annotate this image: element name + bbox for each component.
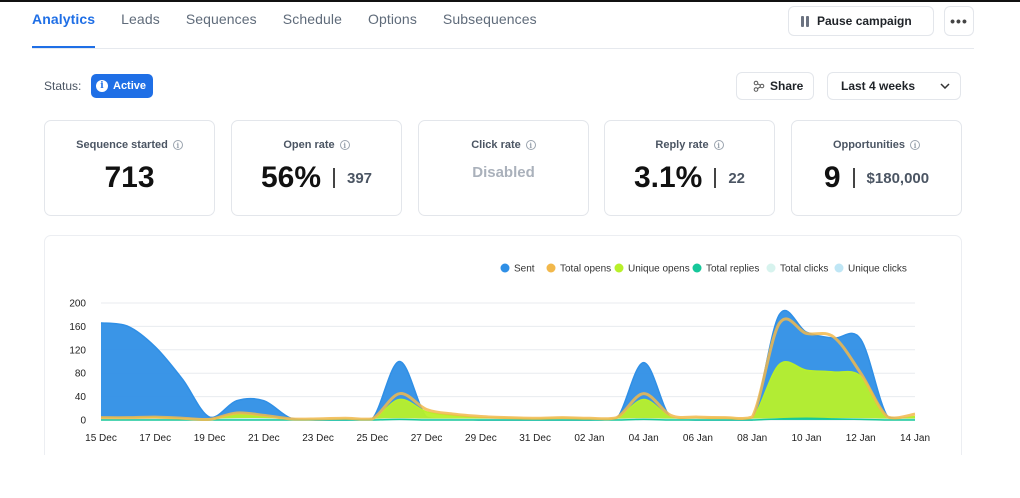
stat-secondary-value: 397 xyxy=(347,169,373,187)
x-tick-label: 25 Dec xyxy=(356,433,388,444)
tab-leads[interactable]: Leads xyxy=(121,11,160,27)
analytics-chart: 0 40 80 120 160 200 15 Dec 17 Dec 19 Dec 21 Dec 23… xyxy=(69,263,930,444)
legend-label-unique-opens: Unique opens xyxy=(628,264,690,275)
date-range-label: Last 4 weeks xyxy=(841,79,916,93)
x-tick-label: 17 Dec xyxy=(139,433,171,444)
legend-label-unique-clicks: Unique clicks xyxy=(848,264,907,275)
x-tick-label: 12 Jan xyxy=(846,433,876,444)
legend-swatch-total-clicks xyxy=(766,263,776,273)
x-tick-label: 14 Jan xyxy=(900,433,930,444)
tab-subsequences[interactable]: Subsequences xyxy=(442,11,537,27)
stat-title: Click rate xyxy=(471,139,521,151)
series-line-total-opens xyxy=(100,317,916,422)
stat-value: 713 xyxy=(104,161,155,194)
pause-campaign-button[interactable]: Pause campaign xyxy=(788,6,934,36)
share-button[interactable]: Share xyxy=(736,72,814,100)
legend-swatch-unique-clicks xyxy=(834,263,844,273)
status-badge-label: Active xyxy=(113,80,147,92)
legend-label-total-clicks: Total clicks xyxy=(780,264,828,275)
stat-value: 9 xyxy=(823,161,841,194)
value-separator xyxy=(333,168,335,188)
value-separator xyxy=(852,168,855,188)
ellipsis-icon: ••• xyxy=(950,13,968,29)
x-tick-label: 21 Dec xyxy=(248,433,280,444)
info-icon[interactable]: i xyxy=(713,140,724,150)
tab-sequences[interactable]: Sequences xyxy=(185,11,257,27)
series-line-total-replies xyxy=(101,417,915,421)
stat-secondary-value: $180,000 xyxy=(866,169,930,187)
stat-secondary-value: 22 xyxy=(728,169,746,187)
x-tick-label: 02 Jan xyxy=(574,433,604,444)
info-icon[interactable]: i xyxy=(525,140,536,150)
tab-schedule[interactable]: Schedule xyxy=(282,11,342,27)
legend-label-total-replies: Total replies xyxy=(706,264,759,275)
page-bottom-area xyxy=(0,455,1020,498)
stat-title: Open rate xyxy=(283,139,335,151)
stat-title: Sequence started xyxy=(76,139,168,151)
x-tick-label: 19 Dec xyxy=(194,433,226,444)
more-options-button[interactable]: ••• xyxy=(944,6,974,36)
y-tick-label: 120 xyxy=(69,345,86,356)
value-separator xyxy=(714,168,717,188)
chevron-down-icon xyxy=(940,83,950,89)
x-tick-label: 10 Jan xyxy=(791,433,821,444)
x-tick-label: 27 Dec xyxy=(411,433,443,444)
info-icon[interactable]: i xyxy=(339,140,350,150)
analytics-chart-card: 0 40 80 120 160 200 15 Dec 17 Dec 19 Dec 21 Dec 23… xyxy=(44,235,962,475)
stat-card-reply-rate: Reply rate i 3.1% 22 xyxy=(604,120,775,216)
x-tick-label: 04 Jan xyxy=(629,433,659,444)
share-label: Share xyxy=(770,79,804,93)
stat-value: 3.1% xyxy=(633,161,703,194)
y-tick-label: 160 xyxy=(69,322,86,333)
info-icon[interactable]: i xyxy=(172,140,183,150)
legend-swatch-total-opens xyxy=(546,263,556,273)
x-tick-label: 15 Dec xyxy=(85,433,117,444)
info-icon[interactable]: i xyxy=(910,140,921,150)
x-tick-label: 31 Dec xyxy=(519,433,551,444)
series-area-total-replies xyxy=(101,418,915,420)
stat-card-click-rate: Click rate i Disabled xyxy=(418,120,589,216)
legend-swatch-unique-opens xyxy=(614,263,624,273)
info-icon: i xyxy=(96,80,108,92)
tabs-divider xyxy=(32,48,974,49)
stat-card-open-rate: Open rate i 56% 397 xyxy=(231,120,402,216)
x-tick-label: 08 Jan xyxy=(737,433,767,444)
x-tick-label: 23 Dec xyxy=(302,433,334,444)
date-range-select[interactable]: Last 4 weeks xyxy=(827,72,961,100)
y-tick-label: 40 xyxy=(75,392,87,403)
tab-bar: Analytics Leads Sequences Schedule Optio… xyxy=(32,0,563,48)
stat-title: Opportunities xyxy=(832,139,906,151)
stat-title: Reply rate xyxy=(655,139,709,151)
pause-icon xyxy=(801,15,809,27)
legend-label-sent: Sent xyxy=(514,264,535,275)
x-tick-label: 29 Dec xyxy=(465,433,497,444)
tab-analytics[interactable]: Analytics xyxy=(32,0,96,48)
y-tick-label: 200 xyxy=(69,299,86,310)
stat-card-opportunities: Opportunities i 9 $180,000 xyxy=(791,120,962,216)
pause-campaign-label: Pause campaign xyxy=(817,14,912,28)
y-tick-label: 80 xyxy=(75,369,87,380)
window-top-border xyxy=(0,0,1020,2)
status-label: Status: xyxy=(44,79,82,93)
stat-card-sequence-started: Sequence started i 713 xyxy=(44,120,215,216)
legend-swatch-sent xyxy=(500,263,510,273)
share-icon xyxy=(753,80,765,92)
tab-options[interactable]: Options xyxy=(367,11,417,27)
stat-value: 56% xyxy=(260,161,321,194)
legend-swatch-total-replies xyxy=(692,263,702,273)
y-tick-label: 0 xyxy=(80,416,86,427)
x-tick-label: 06 Jan xyxy=(683,433,713,444)
series-area-unique-opens xyxy=(101,361,915,420)
stat-disabled-text: Disabled xyxy=(472,164,535,181)
cursor-icon: ⌃ xyxy=(984,0,996,10)
status-badge: i Active xyxy=(91,74,154,98)
legend-label-total-opens: Total opens xyxy=(560,264,611,275)
